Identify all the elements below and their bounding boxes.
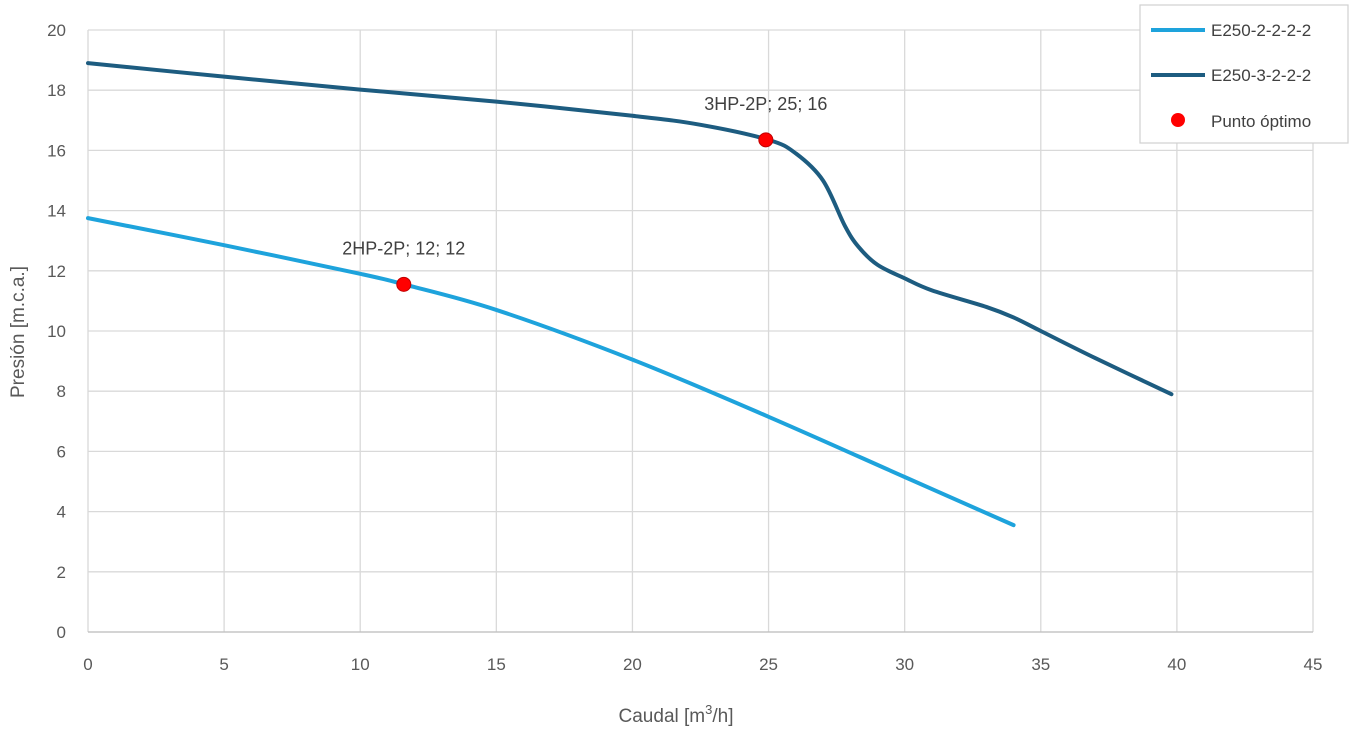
y-tick-label: 20: [47, 21, 66, 40]
y-tick-label: 8: [57, 382, 66, 401]
x-tick-label: 0: [83, 655, 92, 674]
x-tick-label: 25: [759, 655, 778, 674]
legend-swatch-markers: [1171, 113, 1185, 127]
legend: E250-2-2-2-2 E250-3-2-2-2 Punto óptimo: [1139, 4, 1349, 144]
y-tick-label: 4: [57, 503, 66, 522]
series-lines: [86, 61, 1174, 528]
legend-label-series-1: E250-2-2-2-2: [1211, 21, 1311, 40]
optimum-point: [758, 132, 774, 148]
y-tick-label: 18: [47, 81, 66, 100]
x-tick-label: 40: [1167, 655, 1186, 674]
x-tick-label: 10: [351, 655, 370, 674]
optimum-point-label: 2HP-2P; 12; 12: [342, 238, 465, 258]
y-tick-label: 14: [47, 202, 66, 221]
optimum-point-label: 3HP-2P; 25; 16: [704, 94, 827, 114]
x-tick-label: 45: [1304, 655, 1323, 674]
x-tick-label: 20: [623, 655, 642, 674]
chart-grid: [87, 29, 1314, 633]
x-tick-label: 30: [895, 655, 914, 674]
legend-label-markers: Punto óptimo: [1211, 112, 1311, 131]
optimum-point: [396, 276, 412, 292]
legend-label-series-2: E250-3-2-2-2: [1211, 66, 1311, 85]
y-axis-title: Presión [m.c.a.]: [8, 266, 29, 398]
series-line-1: [86, 216, 1016, 528]
y-tick-label: 6: [57, 442, 66, 461]
y-tick-label: 2: [57, 563, 66, 582]
optimum-markers: 2HP-2P; 12; 12 3HP-2P; 25; 16: [342, 94, 827, 292]
y-tick-label: 0: [57, 623, 66, 642]
y-axis-ticks: 0 2 4 6 8 10 12 14 16 18 20: [47, 21, 66, 642]
x-tick-label: 15: [487, 655, 506, 674]
x-tick-label: 5: [219, 655, 228, 674]
series-line-2: [86, 61, 1174, 397]
x-tick-label: 35: [1031, 655, 1050, 674]
x-axis-ticks: 0 5 10 15 20 25 30 35 40 45: [83, 655, 1322, 674]
x-axis-title: Caudal [m3/h]: [619, 702, 734, 727]
y-tick-label: 12: [47, 262, 66, 281]
y-tick-label: 16: [47, 141, 66, 160]
y-tick-label: 10: [47, 322, 66, 341]
